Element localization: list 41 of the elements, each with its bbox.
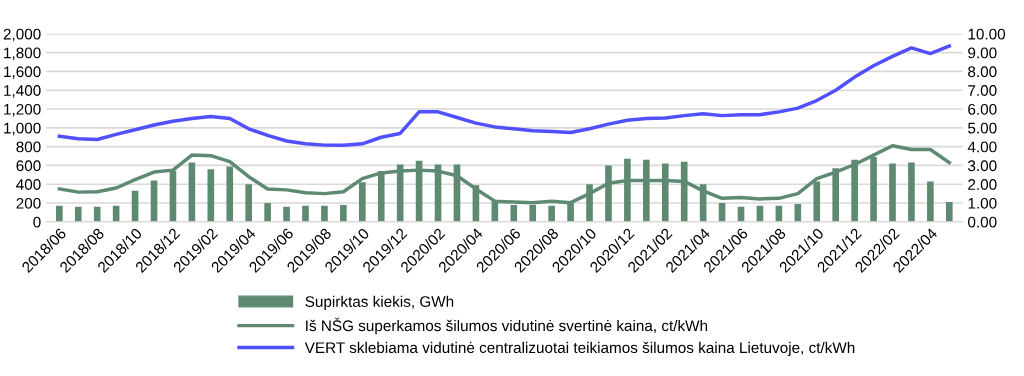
bar [56,205,63,222]
y-tick-label: 600 [16,160,41,172]
y-tick-label: 1,600 [4,66,41,79]
y-tick-label: 0 [33,216,41,228]
bar [908,162,915,222]
legend-label: Iš NŠG superkamos šilumos vidutinė svertinė kaina, ct/kWh [306,317,708,335]
y2-tick-label: 3.00 [968,160,997,172]
y2-tick-label: 4.00 [967,141,997,153]
y2-tick-label: 5.00 [968,122,997,134]
y2-tick-label: 10.00 [968,28,1006,40]
bar [150,180,158,222]
bar [889,163,896,222]
y2-tick-label: 6.00 [968,103,997,115]
bar [283,206,290,222]
bar [245,184,252,222]
y2-tick-label: 1.00 [968,197,997,209]
y-tick-label: 400 [16,179,41,190]
bar [93,206,101,222]
y-tick-label: 1,200 [4,103,41,117]
legend-label: Supirktas kiekis, GWh [305,295,454,310]
legend-label: VERT sklebiama vidutinė centralizuotai teikiamos šilumos kaina Lietuvoje, ct/kWh [304,341,855,357]
y-tick-label: 1,400 [4,85,41,98]
y-tick-label: 200 [16,197,41,209]
y2-tick-label: 7.00 [968,85,997,96]
y-tick-label: 800 [16,141,41,153]
bar [340,204,347,222]
y-tick-label: 1,800 [4,47,41,61]
y2-tick-label: 0.00 [968,216,997,228]
bar [302,205,309,222]
bar [321,205,328,222]
y-tick-label: 1,000 [4,122,41,136]
y-tick-label: 2,000 [3,28,41,42]
line-series [57,44,952,148]
bar [548,205,555,222]
bar [74,206,82,222]
bar [945,202,953,222]
y2-tick-label: 8.00 [968,66,997,78]
y2-tick-label: 9.00 [968,47,997,59]
bar [927,181,934,222]
bar [264,203,271,222]
y2-tick-label: 2.00 [968,179,997,190]
